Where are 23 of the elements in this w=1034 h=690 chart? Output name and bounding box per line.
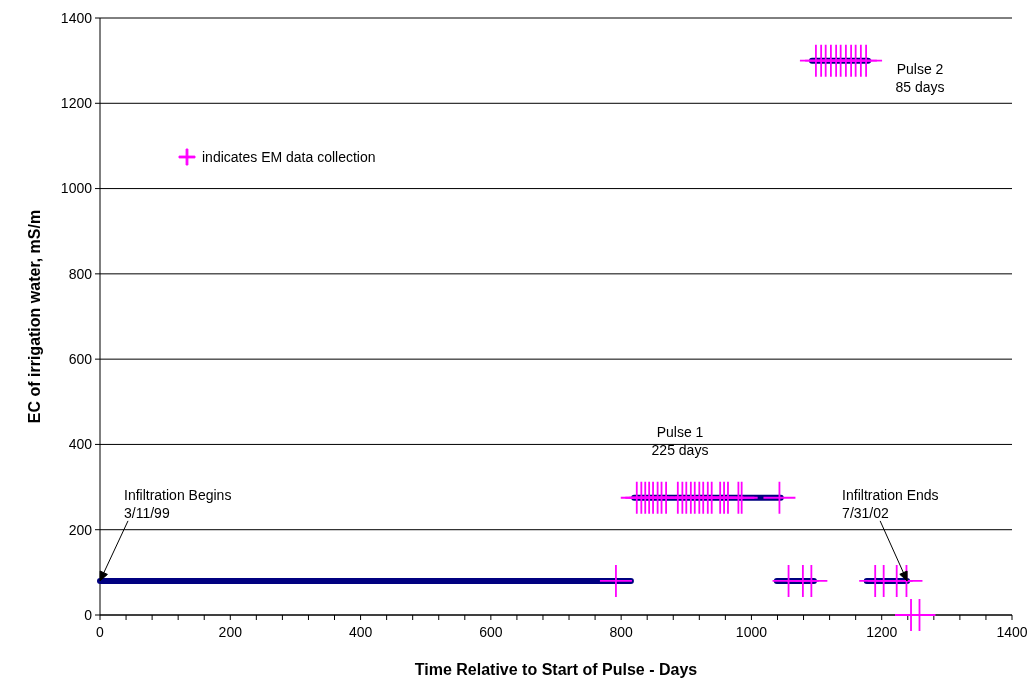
annotation: Pulse 2 85 days — [895, 61, 945, 95]
y-tick-label: 400 — [68, 436, 93, 453]
y-axis-title: EC of irrigation water, mS/m — [26, 209, 43, 424]
y-tick-label: 800 — [68, 265, 93, 282]
x-tick-label: 400 — [348, 624, 373, 640]
x-axis-title: Time Relative to Start of Pulse - Days — [414, 661, 698, 678]
annotation: Pulse 1 225 days — [651, 424, 709, 458]
y-tick-label: 200 — [68, 521, 93, 538]
y-tick-label: 1200 — [60, 95, 93, 112]
annotation: Infiltration Ends 7/31/02 — [842, 486, 939, 521]
x-tick-label: 1000 — [735, 624, 768, 640]
legend-label: indicates EM data collection — [202, 148, 376, 165]
x-tick-label: 200 — [218, 624, 243, 640]
y-tick-label: 1400 — [60, 9, 93, 26]
x-tick-label: 600 — [479, 624, 503, 640]
x-tick-label: 800 — [609, 624, 634, 640]
y-tick-label: 0 — [84, 606, 93, 623]
x-tick-label: 1400 — [996, 624, 1028, 640]
x-tick-label: 0 — [96, 624, 105, 640]
annotation: Infiltration Begins 3/11/99 — [124, 486, 232, 521]
x-tick-label: 1200 — [866, 624, 898, 640]
y-tick-label: 1000 — [60, 180, 93, 197]
y-tick-label: 600 — [68, 351, 93, 368]
